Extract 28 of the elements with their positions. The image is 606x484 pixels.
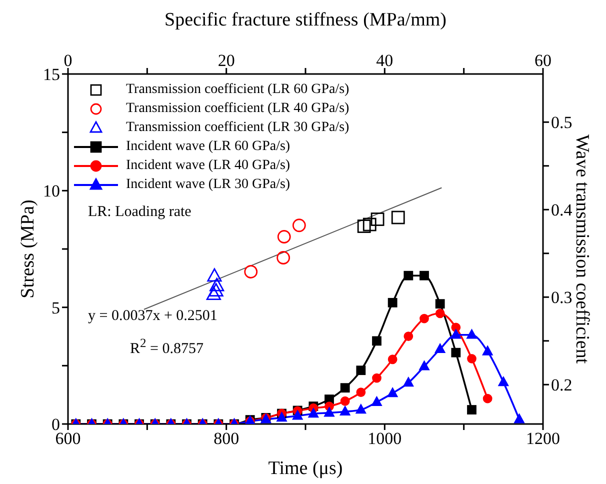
x-tick-label: 20 <box>218 51 235 70</box>
y2-tick-label: 0.2 <box>551 376 572 395</box>
annotation: R$^{2}$ = 0.8757 <box>130 336 204 358</box>
x-tick-label: 40 <box>376 51 394 70</box>
legend-label: Transmission coefficient (LR 40 GPa/s) <box>126 100 350 118</box>
x-tick-label: 60 <box>534 51 552 70</box>
y-axis-title: Stress (MPa) <box>18 200 38 298</box>
legend-label: Incident wave (LR 40 GPa/s) <box>126 157 290 175</box>
annotation: y = 0.0037x + 0.2501 <box>88 308 218 325</box>
y-tick-label: 5 <box>52 298 60 318</box>
y-tick-label: 15 <box>43 65 60 84</box>
x2-tick-label: 600 <box>55 429 81 448</box>
x2-axis-title: Time (μs) <box>268 458 343 479</box>
x2-tick-label: 1200 <box>526 429 560 448</box>
y-tick-label: 10 <box>43 182 60 201</box>
y2-axis-title: Wave transmission coefficient <box>572 134 592 364</box>
x-tick-label: 0 <box>64 51 72 70</box>
y2-tick-label: 0.4 <box>551 200 573 220</box>
x2-tick-label: 800 <box>214 429 240 448</box>
legend-label: Transmission coefficient (LR 60 GPa/s) <box>126 81 350 99</box>
x-axis-title: Specific fracture stiffness (MPa/mm) <box>164 9 446 30</box>
annotation: LR: Loading rate <box>88 204 192 221</box>
legend-label: Incident wave (LR 60 GPa/s) <box>126 138 290 156</box>
y2-tick-label: 0.3 <box>551 288 572 308</box>
x2-tick-label: 1000 <box>368 429 402 448</box>
y2-tick-label: 0.5 <box>551 113 572 132</box>
legend-label: Incident wave (LR 30 GPa/s) <box>126 176 290 194</box>
legend-label: Transmission coefficient (LR 30 GPa/s) <box>126 119 350 137</box>
